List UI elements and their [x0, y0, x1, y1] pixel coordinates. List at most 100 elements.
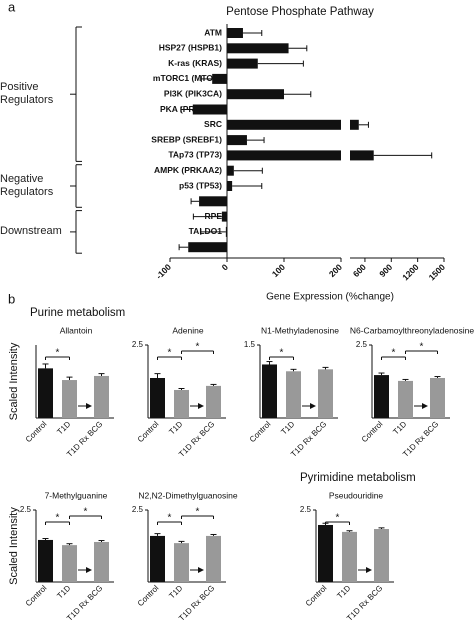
sig-label: *: [336, 513, 340, 524]
bar: [206, 385, 221, 418]
category-label: ATM: [204, 27, 222, 37]
bar: [174, 389, 189, 418]
category-label: mTORC1 (MTOR): [153, 73, 222, 83]
x-tick-label: T1D: [391, 419, 408, 436]
bar: [350, 150, 374, 161]
x-tick-label: Control: [24, 419, 49, 444]
y-tick-label: 2.5: [20, 505, 32, 514]
bar: [262, 364, 277, 418]
panel-label: b: [8, 291, 15, 306]
bar: [318, 524, 333, 582]
chart-title: Adenine: [172, 325, 203, 335]
bar: [374, 529, 389, 582]
chart-title: Pseudouridine: [329, 490, 384, 500]
chart-title: 7-Methylguanine: [45, 490, 108, 500]
bar: [227, 181, 233, 191]
sig-label: *: [56, 513, 60, 524]
x-tick-label: T1D: [167, 583, 184, 600]
x-tick-label: Control: [304, 583, 329, 608]
y-axis-label: Scaled Intensity: [8, 507, 20, 585]
bar: [62, 545, 77, 582]
category-label: RPE: [205, 211, 223, 221]
bar: [206, 535, 221, 582]
category-label: SRC: [204, 119, 222, 129]
bar: [174, 543, 189, 582]
bar: [227, 28, 243, 38]
y-tick-label: 2.5: [356, 340, 368, 349]
group-label: Downstream: [0, 225, 62, 238]
bar: [94, 375, 109, 418]
y-tick-label: 1.5: [244, 340, 256, 349]
x-axis-label: Gene Expression (%change): [266, 292, 394, 303]
y-tick-label: 2.5: [132, 340, 144, 349]
category-label: PKA (PRKACA): [160, 104, 222, 114]
bar: [199, 196, 227, 207]
bar: [212, 73, 227, 84]
y-axis-label: Scaled Intensity: [8, 342, 20, 420]
bar: [188, 242, 227, 253]
group-label: Positive Regulators: [0, 81, 54, 107]
x-tick-label: Control: [24, 583, 49, 608]
x-tick-label: 900: [377, 262, 394, 279]
chart-title: N6-Carbamoylthreonyladenosine: [350, 325, 474, 335]
bar: [227, 135, 247, 146]
bar: [342, 531, 357, 582]
sig-label: *: [56, 348, 60, 359]
chart-title: Pentose Phosphate Pathway: [226, 6, 374, 18]
x-tick-label: Control: [136, 419, 161, 444]
bar: [227, 165, 234, 176]
bar: [430, 377, 445, 418]
bar: [227, 89, 284, 100]
sig-label: *: [196, 342, 200, 353]
category-label: p53 (TP53): [179, 180, 222, 190]
y-tick-label: 2.5: [300, 505, 312, 514]
category-label: TAp73 (TP73): [168, 150, 222, 160]
bar: [221, 211, 227, 222]
x-tick-label: Control: [136, 583, 161, 608]
sig-label: *: [392, 348, 396, 359]
x-tick-label: Control: [248, 419, 273, 444]
category-label: PI3K (PIK3CA): [164, 88, 222, 98]
x-tick-label: -100: [154, 262, 173, 281]
bar: [227, 150, 341, 161]
x-tick-label: T1D: [55, 583, 72, 600]
chart-title: N1-Methyladenosine: [261, 325, 339, 335]
bar: [318, 369, 333, 418]
bar: [398, 380, 413, 418]
x-tick-label: Control: [360, 419, 385, 444]
category-label: K-ras (KRAS): [168, 58, 222, 68]
bar: [94, 541, 109, 582]
x-tick-label: T1D: [167, 419, 184, 436]
section-title: Pyrimidine metabolism: [300, 472, 416, 484]
x-tick-label: 1500: [427, 262, 448, 283]
sig-label: *: [280, 348, 284, 359]
x-tick-label: T1D: [335, 583, 352, 600]
x-tick-label: 200: [327, 262, 344, 279]
x-tick-label: T1D: [55, 419, 72, 436]
bar: [150, 377, 165, 418]
sig-label: *: [196, 507, 200, 518]
bar: [227, 58, 258, 69]
x-tick-label: 0: [220, 262, 231, 273]
x-tick-label: 100: [270, 262, 287, 279]
category-label: TALDO1: [189, 226, 223, 236]
category-label: SREBP (SREBF1): [151, 134, 222, 144]
bar: [38, 368, 53, 418]
x-tick-label: 1200: [400, 262, 421, 283]
group-label: Negative Regulators: [0, 173, 54, 198]
bar: [286, 371, 301, 418]
bar: [227, 43, 289, 54]
x-tick-label: T1D: [279, 419, 296, 436]
sig-label: *: [168, 513, 172, 524]
bar: [374, 375, 389, 418]
category-label: HSP27 (HSPB1): [159, 43, 222, 53]
bar: [38, 539, 53, 582]
sig-label: *: [84, 507, 88, 518]
x-tick-label: 600: [351, 262, 368, 279]
bar: [227, 119, 341, 130]
chart-title: N2,N2-Dimethylguanosine: [138, 490, 237, 500]
bar: [150, 535, 165, 582]
bar: [192, 104, 227, 115]
